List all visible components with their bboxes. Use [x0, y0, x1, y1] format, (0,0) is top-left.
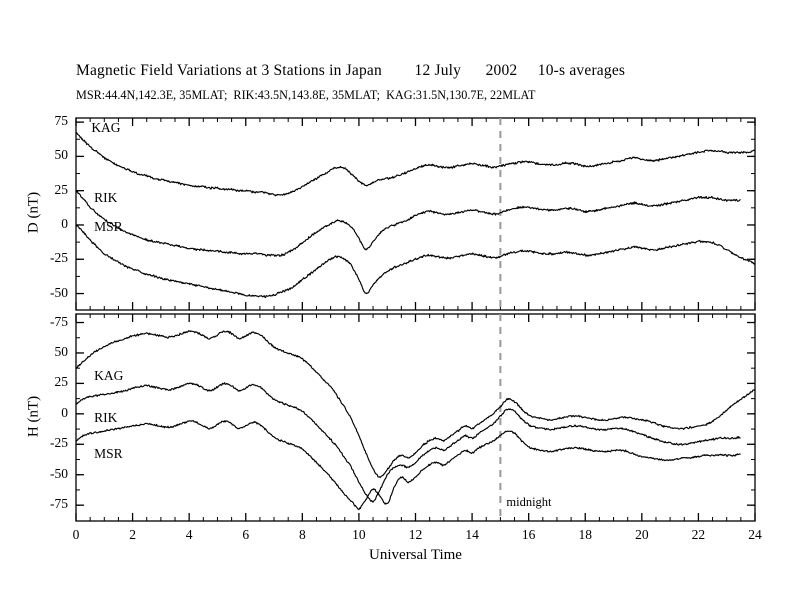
trace-panel-d-MSR — [75, 224, 756, 299]
panel-h-ytick-label-1: 50 — [54, 343, 69, 359]
panel-d-ytick-label-1: 50 — [54, 147, 69, 163]
y-axis-title-h: H (nT) — [25, 395, 42, 437]
xtick-label-3: 6 — [242, 527, 250, 542]
figure-subtitle: MSR:44.4N,142.3E, 35MLAT; RIK:43.5N,143.… — [76, 88, 536, 102]
midnight-label: midnight — [506, 495, 552, 509]
panel-h-ytick-label-4: -25 — [50, 435, 68, 451]
xtick-label-6: 12 — [408, 527, 423, 542]
station-label-panel-d-KAG: KAG — [91, 119, 121, 135]
panel-d-ytick-label-2: 25 — [54, 181, 69, 197]
xtick-label-11: 22 — [691, 527, 706, 542]
trace-panel-h-MSR — [75, 420, 741, 511]
station-label-panel-h-KAG: KAG — [94, 368, 124, 384]
panel-h-ytick-label-5: -50 — [50, 465, 68, 481]
xtick-label-9: 18 — [578, 527, 593, 542]
xtick-label-7: 14 — [465, 527, 479, 542]
xtick-label-10: 20 — [635, 527, 649, 542]
panel-d-ytick-label-4: -25 — [50, 250, 68, 266]
panel-h-ytick-label-2: 25 — [54, 374, 69, 390]
panel-d-ytick-label-0: 75 — [54, 113, 69, 129]
x-axis-title: Universal Time — [369, 547, 462, 563]
trace-panel-d-RIK — [75, 189, 741, 257]
panel-h-frame — [75, 313, 756, 522]
station-label-panel-h-MSR: MSR — [94, 446, 123, 462]
trace-panel-d-KAG — [75, 132, 756, 197]
panel-d-ytick-label-5: -50 — [50, 284, 68, 300]
y-axis-title-d: D (nT) — [25, 191, 42, 234]
trace-panel-h-KAG — [75, 330, 756, 479]
panel-h-ytick-label-6: -75 — [50, 496, 68, 512]
xtick-label-4: 8 — [298, 527, 306, 542]
xtick-label-8: 16 — [521, 527, 536, 542]
panel-d-ytick-label-3: 0 — [61, 215, 68, 231]
xtick-label-1: 2 — [129, 527, 136, 542]
figure-title: Magnetic Field Variations at 3 Stations … — [76, 62, 626, 79]
xtick-label-5: 10 — [352, 527, 366, 542]
station-label-panel-d-RIK: RIK — [94, 189, 118, 205]
station-label-panel-d-MSR: MSR — [94, 218, 123, 234]
trace-panel-h-RIK — [75, 382, 741, 503]
xtick-label-0: 0 — [72, 527, 80, 542]
panel-h-ytick-label-0: -75 — [50, 313, 68, 329]
xtick-label-2: 4 — [185, 527, 193, 542]
panel-h-ytick-label-3: 0 — [61, 404, 68, 420]
station-label-panel-h-RIK: RIK — [94, 409, 118, 425]
xtick-label-12: 24 — [748, 527, 762, 542]
